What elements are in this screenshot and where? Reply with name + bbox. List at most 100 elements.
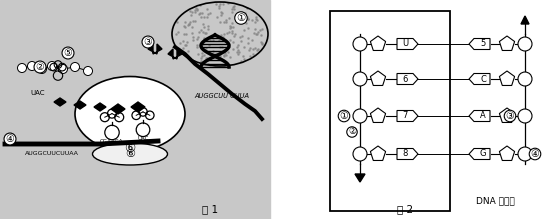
Point [227, 25, 235, 29]
Point [187, 58, 196, 62]
Point [200, 54, 209, 57]
Point [240, 12, 249, 16]
Point [183, 49, 192, 53]
Point [209, 38, 218, 42]
Point [203, 24, 212, 28]
Point [200, 16, 209, 19]
Point [217, 33, 225, 36]
Text: ③: ③ [506, 111, 514, 121]
Point [199, 37, 208, 41]
Point [251, 20, 259, 24]
Point [204, 27, 213, 31]
Circle shape [84, 67, 92, 76]
Text: C: C [480, 74, 486, 83]
Polygon shape [500, 71, 515, 85]
Point [253, 30, 262, 34]
Point [257, 33, 265, 37]
Polygon shape [397, 39, 418, 49]
Polygon shape [148, 44, 162, 54]
Point [215, 54, 224, 57]
Point [218, 3, 227, 6]
Point [198, 11, 207, 15]
Text: 6: 6 [402, 74, 408, 83]
Point [181, 25, 189, 29]
Polygon shape [54, 98, 66, 106]
Point [215, 7, 223, 10]
Point [172, 32, 181, 36]
Point [254, 47, 263, 50]
Ellipse shape [92, 143, 168, 165]
Point [207, 53, 216, 56]
Point [201, 46, 210, 49]
Polygon shape [469, 74, 490, 85]
Point [193, 7, 202, 11]
Text: ④: ④ [5, 134, 14, 144]
Point [244, 17, 252, 20]
Point [244, 26, 253, 30]
Point [235, 51, 244, 54]
Circle shape [518, 72, 532, 86]
Point [229, 4, 238, 8]
Polygon shape [500, 146, 515, 161]
Polygon shape [111, 104, 125, 114]
Point [199, 62, 208, 65]
Point [194, 13, 203, 16]
Polygon shape [370, 36, 385, 50]
Point [228, 30, 236, 33]
Point [234, 43, 242, 47]
Bar [0, 0, 270, 219]
Polygon shape [469, 39, 490, 49]
Point [198, 54, 206, 58]
Point [228, 25, 237, 29]
Point [204, 12, 212, 16]
Point [234, 48, 242, 52]
Point [185, 23, 193, 26]
Polygon shape [500, 36, 515, 50]
Point [221, 51, 229, 55]
Point [251, 17, 260, 20]
Point [244, 18, 252, 21]
Point [228, 7, 236, 11]
Point [187, 32, 196, 35]
Point [176, 41, 185, 45]
Point [191, 7, 200, 10]
Point [202, 56, 211, 59]
Point [206, 63, 215, 66]
Point [186, 20, 195, 23]
Point [240, 11, 249, 14]
Text: ①: ① [236, 13, 246, 23]
Polygon shape [94, 103, 106, 111]
Text: ②: ② [348, 127, 356, 136]
Point [192, 8, 201, 12]
Point [251, 27, 260, 31]
Point [216, 14, 225, 17]
Point [230, 34, 239, 38]
Text: ⑤: ⑤ [64, 48, 73, 58]
Point [191, 8, 200, 11]
Text: A: A [480, 111, 486, 120]
Point [244, 36, 252, 40]
Point [194, 52, 203, 55]
Point [212, 2, 221, 6]
Text: AUGGCUU CUUA: AUGGCUU CUUA [194, 93, 249, 99]
Point [188, 35, 197, 39]
Polygon shape [168, 49, 182, 59]
Point [187, 13, 195, 16]
Point [233, 50, 242, 53]
Point [220, 54, 229, 57]
Point [247, 38, 256, 42]
Circle shape [58, 65, 68, 74]
Point [219, 35, 228, 39]
Text: 8: 8 [402, 150, 408, 159]
Point [196, 12, 205, 15]
Point [197, 41, 206, 44]
Point [240, 28, 248, 31]
Point [244, 48, 253, 51]
Point [216, 20, 224, 24]
Text: G: G [480, 150, 486, 159]
Circle shape [518, 147, 532, 161]
Point [240, 57, 249, 60]
Point [180, 25, 188, 28]
Point [225, 26, 234, 30]
Point [258, 27, 266, 31]
